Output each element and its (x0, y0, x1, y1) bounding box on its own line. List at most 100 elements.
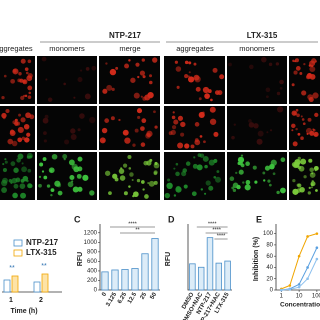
cell (300, 158, 307, 165)
cell (11, 177, 18, 184)
cell (266, 131, 269, 134)
cell (295, 108, 299, 112)
cell (268, 62, 273, 67)
significance: ** (9, 265, 15, 272)
cell (295, 127, 298, 131)
cell (50, 193, 53, 197)
bar (33, 281, 41, 293)
bar (151, 238, 159, 291)
column-title: monomers (239, 44, 275, 53)
x-tick-label: 100 (312, 294, 320, 300)
cell (172, 111, 175, 114)
cell (23, 123, 30, 130)
point (288, 288, 292, 291)
cell (232, 188, 237, 193)
cell (136, 108, 143, 114)
cell (70, 134, 77, 140)
cell (8, 178, 13, 183)
cell (209, 106, 216, 113)
y-tick-label: 80 (266, 242, 273, 248)
cell (302, 122, 306, 126)
point (315, 232, 319, 235)
cell (20, 95, 25, 100)
cell (153, 110, 156, 114)
y-tick-label: 1200 (84, 230, 98, 236)
cell (144, 94, 151, 101)
cell (309, 130, 315, 136)
cell (228, 62, 232, 67)
cell (42, 117, 49, 124)
point (306, 277, 309, 281)
cell (173, 194, 177, 197)
cell (27, 73, 33, 79)
cell (136, 178, 141, 183)
cell (140, 95, 143, 98)
cell (43, 139, 47, 143)
panel-label: E (256, 214, 262, 224)
cell (199, 135, 203, 138)
cell (237, 156, 245, 163)
cell (79, 113, 85, 119)
cell (180, 121, 186, 128)
cell (20, 58, 26, 64)
cell (268, 183, 272, 187)
point (306, 266, 309, 269)
y-axis-label: RFU (77, 252, 84, 266)
cell (196, 164, 203, 171)
cell (305, 74, 311, 80)
cell (235, 171, 238, 175)
x-tick-label: 6.25 (117, 291, 128, 305)
cell (265, 87, 271, 93)
bar (111, 269, 119, 291)
cell (9, 130, 16, 137)
cell (264, 165, 270, 171)
cell (291, 162, 297, 167)
cell (298, 165, 305, 172)
cell (123, 131, 126, 134)
cell (118, 118, 121, 122)
cell (25, 112, 31, 119)
cell (140, 142, 146, 147)
cell (17, 137, 23, 143)
cell (240, 154, 244, 157)
x-tick-label: 1 (280, 294, 284, 300)
cell (122, 163, 128, 168)
cell (312, 92, 319, 99)
cell (292, 59, 295, 63)
cell (276, 91, 281, 96)
cell (275, 62, 280, 66)
cell (233, 123, 236, 126)
cell (132, 194, 135, 198)
cell (24, 67, 29, 71)
cell (10, 161, 16, 167)
cell (4, 160, 8, 164)
cell (101, 127, 108, 134)
cell (257, 130, 264, 137)
cell (57, 190, 63, 196)
cell (215, 176, 221, 183)
cell (242, 181, 245, 184)
cell (39, 162, 44, 167)
cell (84, 93, 91, 100)
cell (310, 183, 314, 187)
cell (46, 184, 51, 188)
cell (303, 175, 307, 179)
significance: **** (128, 221, 137, 227)
cell (43, 131, 47, 135)
cell (310, 186, 314, 189)
micrograph (99, 106, 160, 150)
cell (135, 62, 140, 67)
cell (19, 183, 26, 190)
cell (292, 179, 296, 183)
cell (50, 188, 55, 193)
cell (193, 74, 200, 81)
y-axis-label: Inhibition (%) (253, 237, 260, 281)
point (297, 283, 301, 286)
y-tick-label: 400 (87, 269, 98, 275)
cell (27, 59, 32, 64)
cell (153, 171, 158, 176)
cell (2, 116, 6, 120)
cell (204, 164, 208, 169)
cell (236, 184, 241, 190)
cell (118, 168, 125, 174)
